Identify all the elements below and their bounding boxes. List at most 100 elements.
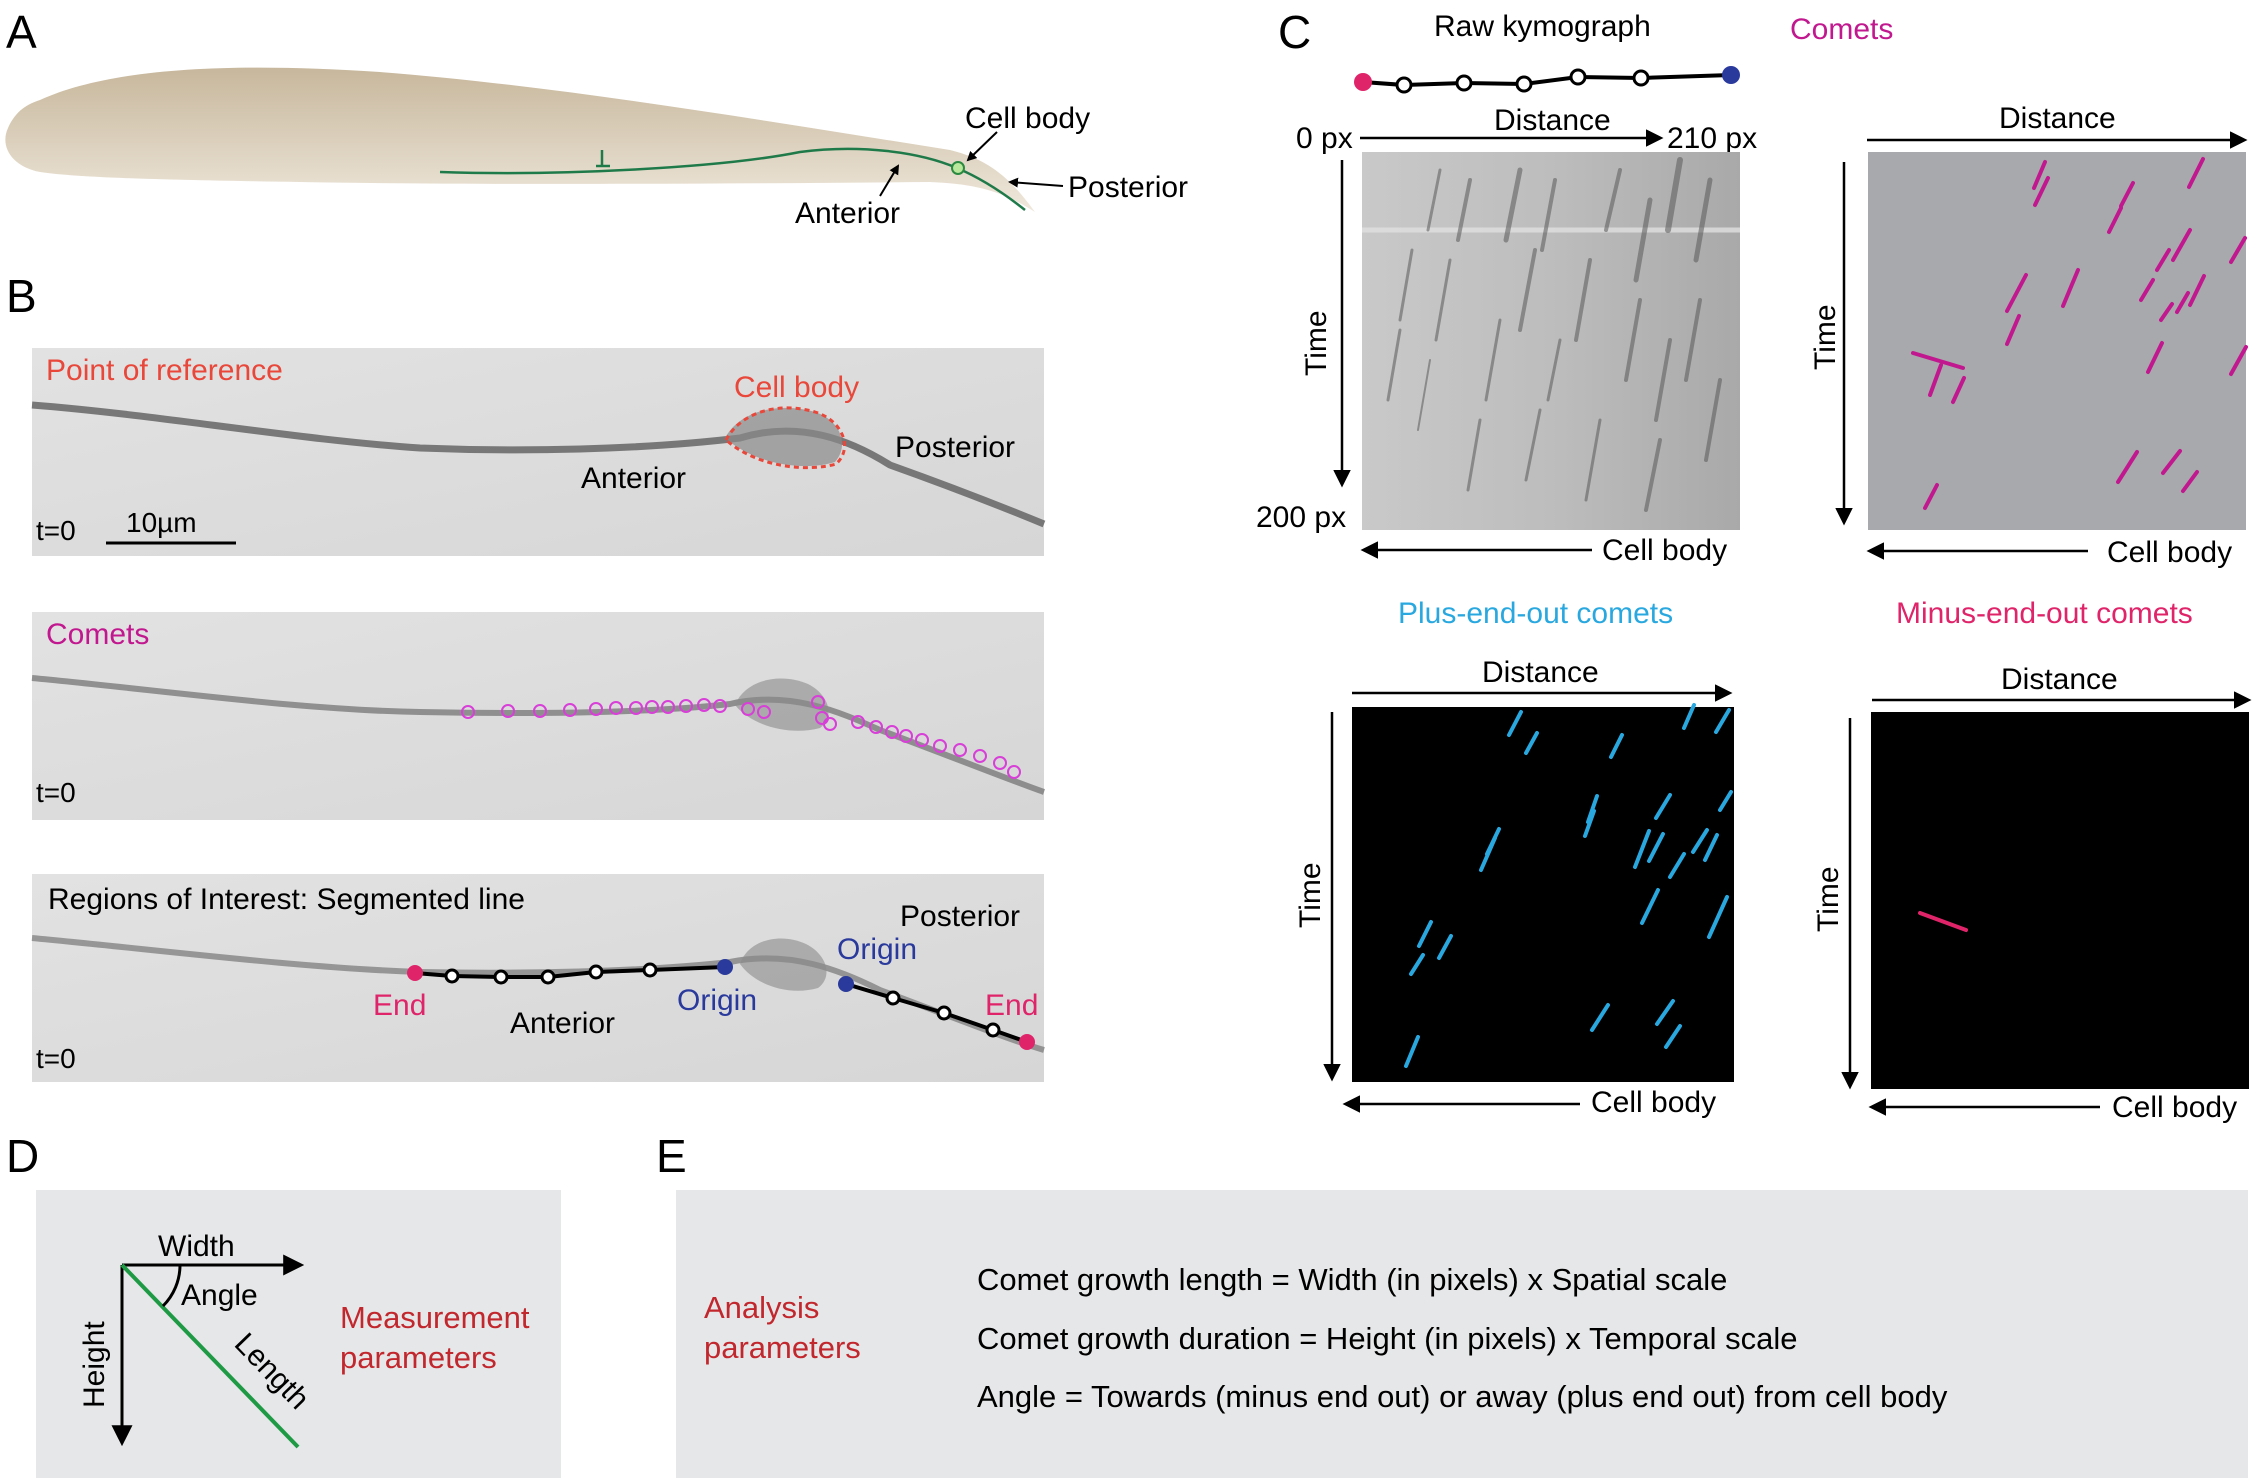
comet-marker	[533, 704, 547, 718]
undefined	[1644, 438, 1662, 512]
undefined	[2188, 274, 2206, 307]
undefined	[1664, 1024, 1682, 1049]
panel-letter-b: B	[6, 270, 37, 322]
raw-kymo-x-end: 210 px	[1667, 122, 1757, 155]
b3-origin-right: Origin	[837, 933, 917, 966]
comet-marker	[993, 756, 1007, 770]
comet-marker	[501, 704, 515, 718]
b2-title: Comets	[46, 618, 149, 651]
plus-kymo-plot	[1352, 707, 1734, 1082]
d-width: Width	[158, 1230, 235, 1263]
undefined	[1398, 248, 1414, 322]
undefined	[1665, 157, 1683, 233]
undefined	[1655, 999, 1675, 1026]
plus-kymo-title: Plus-end-out comets	[1398, 597, 1673, 630]
undefined	[1507, 710, 1523, 737]
panel-letter-a: A	[6, 6, 37, 58]
undefined	[1682, 703, 1696, 730]
d-height: Height	[78, 1321, 111, 1408]
undefined	[1417, 920, 1433, 948]
undefined	[1684, 298, 1702, 382]
comet-marker	[697, 698, 711, 712]
comet-marker	[851, 715, 865, 729]
undefined	[1590, 1003, 1610, 1032]
undefined	[1654, 338, 1672, 422]
undefined	[2061, 268, 2080, 308]
comet-marker	[915, 733, 929, 747]
raw-kymo-origin-point	[1722, 66, 1740, 84]
comet-marker	[823, 717, 837, 731]
comet-marker	[461, 705, 475, 719]
b-image-comets	[31, 612, 1045, 820]
undefined	[2139, 278, 2155, 302]
comet-marker	[757, 705, 771, 719]
plus-kymo-time: Time	[1294, 862, 1327, 928]
undefined	[1437, 934, 1453, 960]
undefined	[1583, 809, 1596, 838]
b3-end-left: End	[373, 989, 426, 1022]
a-anterior-label: Anterior	[795, 197, 900, 230]
panel-letter-c: C	[1278, 6, 1311, 58]
comets-kymo-distance: Distance	[1999, 102, 2116, 135]
b3-origin-left: Origin	[677, 984, 757, 1017]
undefined	[2171, 228, 2192, 262]
comet-marker	[885, 725, 899, 739]
comet-marker	[609, 701, 623, 715]
b3-origin-point-right	[838, 976, 854, 992]
raw-kymo-title: Raw kymograph	[1434, 10, 1651, 43]
comet-marker	[713, 699, 727, 713]
undefined	[1704, 378, 1722, 462]
raw-kymo-x-start: 0 px	[1296, 122, 1353, 155]
undefined	[1714, 708, 1731, 734]
undefined	[2116, 450, 2139, 484]
undefined	[1633, 829, 1651, 869]
b1-cell-body: Cell body	[734, 371, 859, 404]
undefined	[2159, 302, 2174, 322]
minus-kymo-distance: Distance	[2001, 663, 2118, 696]
raw-kymo-y-end: 200 px	[1256, 501, 1346, 534]
b1-title: Point of reference	[46, 354, 283, 387]
undefined	[1707, 895, 1729, 939]
e-caption-2: parameters	[704, 1330, 861, 1365]
undefined	[1466, 418, 1482, 492]
undefined	[1546, 338, 1562, 402]
d-angle: Angle	[181, 1279, 258, 1312]
undefined	[1718, 790, 1733, 812]
comet-marker	[563, 703, 577, 717]
b3-end-point-right	[1019, 1034, 1035, 1050]
comet-marker	[973, 749, 987, 763]
undefined	[2005, 314, 2021, 346]
comet-marker	[679, 699, 693, 713]
comet-marker	[629, 701, 643, 715]
comets-kymo-title: Comets	[1790, 13, 1893, 46]
undefined	[2229, 345, 2248, 376]
undefined	[1503, 167, 1523, 243]
undefined	[1951, 376, 1966, 404]
minus-kymo-title: Minus-end-out comets	[1896, 597, 2193, 630]
undefined	[1479, 836, 1497, 872]
b-image-roi	[31, 874, 1045, 1082]
d-caption-1: Measurement	[340, 1300, 530, 1335]
e-caption-1: Analysis	[704, 1290, 819, 1325]
raw-kymo-cell-body: Cell body	[1602, 534, 1727, 567]
undefined	[1518, 248, 1537, 332]
comet-marker	[933, 739, 947, 753]
e-line-1: Comet growth length = Width (in pixels) …	[977, 1262, 1727, 1297]
a-posterior-label: Posterior	[1068, 171, 1188, 204]
undefined	[2033, 176, 2050, 207]
comets-kymo-cell-body: Cell body	[2107, 536, 2232, 569]
comet-marker	[645, 700, 659, 714]
panel-letter-d: D	[6, 1130, 39, 1182]
undefined	[1417, 359, 1431, 431]
undefined	[1574, 258, 1592, 342]
b-image-reference	[31, 348, 1046, 556]
raw-kymo-time: Time	[1300, 310, 1333, 376]
undefined	[2161, 449, 2182, 475]
worm-schematic	[5, 67, 1036, 212]
d-caption-2: parameters	[340, 1340, 497, 1375]
b3-anterior: Anterior	[510, 1007, 615, 1040]
a-cell-body-label: Cell body	[965, 102, 1090, 135]
raw-kymo-distance: Distance	[1494, 104, 1611, 137]
undefined	[1923, 483, 1939, 510]
plus-kymo-cell-body: Cell body	[1591, 1086, 1716, 1119]
